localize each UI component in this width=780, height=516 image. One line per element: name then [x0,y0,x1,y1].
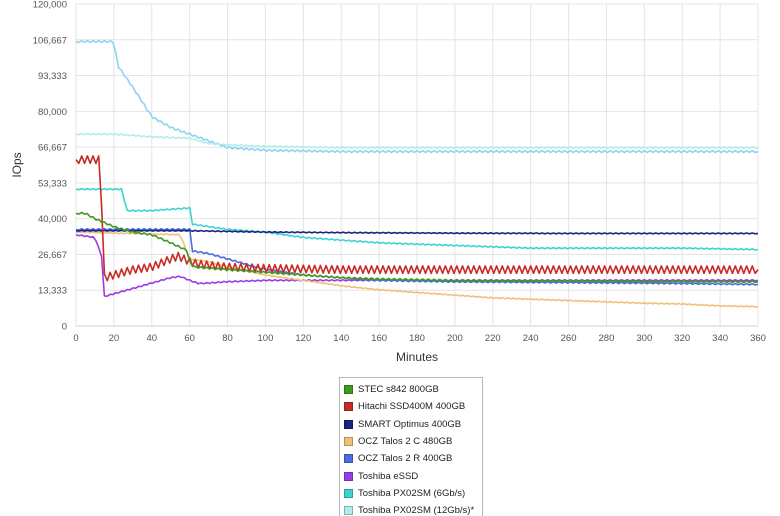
legend-label: STEC s842 800GB [358,384,439,396]
x-tick-label: 240 [523,333,539,344]
legend-label: OCZ Talos 2 C 480GB [358,436,453,448]
series-line-0 [75,211,759,284]
x-tick-label: 360 [750,333,766,344]
legend-item: OCZ Talos 2 R 400GB [344,450,482,467]
legend-item: STEC s842 800GB [344,381,482,398]
y-tick-label: 26,667 [38,250,67,261]
y-tick-label: 106,667 [33,35,67,46]
y-tick-label: 0 [62,322,67,333]
y-tick-label: 93,333 [38,71,67,82]
legend-swatch [344,419,353,429]
x-tick-label: 100 [258,333,274,344]
x-tick-label: 300 [636,333,652,344]
series-line-7 [75,132,759,149]
x-tick-label: 0 [73,333,78,344]
x-tick-label: 40 [146,333,157,344]
legend-label: Toshiba PX02SM (12Gb/s)* [358,505,475,516]
x-tick-label: 340 [712,333,728,344]
chart-legend: STEC s842 800GB Hitachi SSD400M 400GB SMAR… [339,377,483,516]
y-tick-label: 53,333 [38,178,67,189]
x-tick-label: 280 [599,333,615,344]
legend-item: Toshiba PX02SM (12Gb/s)* [344,502,482,516]
legend-swatch [344,506,353,516]
legend-label: Toshiba eSSD [358,470,419,482]
x-tick-label: 120 [295,333,311,344]
legend-item: Hitachi SSD400M 400GB [344,398,482,415]
series-line-8 [75,39,759,154]
x-tick-label: 200 [447,333,463,344]
legend-swatch [344,402,353,412]
x-tick-label: 180 [409,333,425,344]
y-tick-label: 40,000 [38,214,67,225]
y-axis-title: IOps [10,152,24,177]
legend-label: Toshiba PX02SM (6Gb/s) [358,487,466,499]
y-tick-label: 80,000 [38,107,67,118]
x-tick-label: 160 [371,333,387,344]
x-tick-label: 80 [222,333,233,344]
legend-swatch [344,437,353,447]
legend-swatch [344,385,353,395]
legend-item: SMART Optimus 400GB [344,416,482,433]
legend-swatch [344,471,353,481]
legend-swatch [344,454,353,464]
legend-label: Hitachi SSD400M 400GB [358,401,466,413]
legend-item: Toshiba eSSD [344,467,482,484]
legend-item: Toshiba PX02SM (6Gb/s) [344,485,482,502]
series-line-1 [75,155,759,282]
series-line-2 [75,229,759,235]
x-axis-title: Minutes [396,350,438,364]
legend-swatch [344,488,353,498]
x-tick-label: 140 [333,333,349,344]
series-line-4 [75,227,759,286]
legend-label: SMART Optimus 400GB [358,418,462,430]
y-tick-label: 66,667 [38,143,67,154]
legend-item: OCZ Talos 2 C 480GB [344,433,482,450]
x-tick-label: 60 [184,333,195,344]
y-tick-label: 120,000 [33,0,67,11]
legend-label: OCZ Talos 2 R 400GB [358,453,453,465]
x-tick-label: 20 [109,333,120,344]
series-line-6 [75,187,759,251]
y-tick-label: 13,333 [38,286,67,297]
x-tick-label: 220 [485,333,501,344]
x-tick-label: 260 [561,333,577,344]
x-tick-label: 320 [674,333,690,344]
